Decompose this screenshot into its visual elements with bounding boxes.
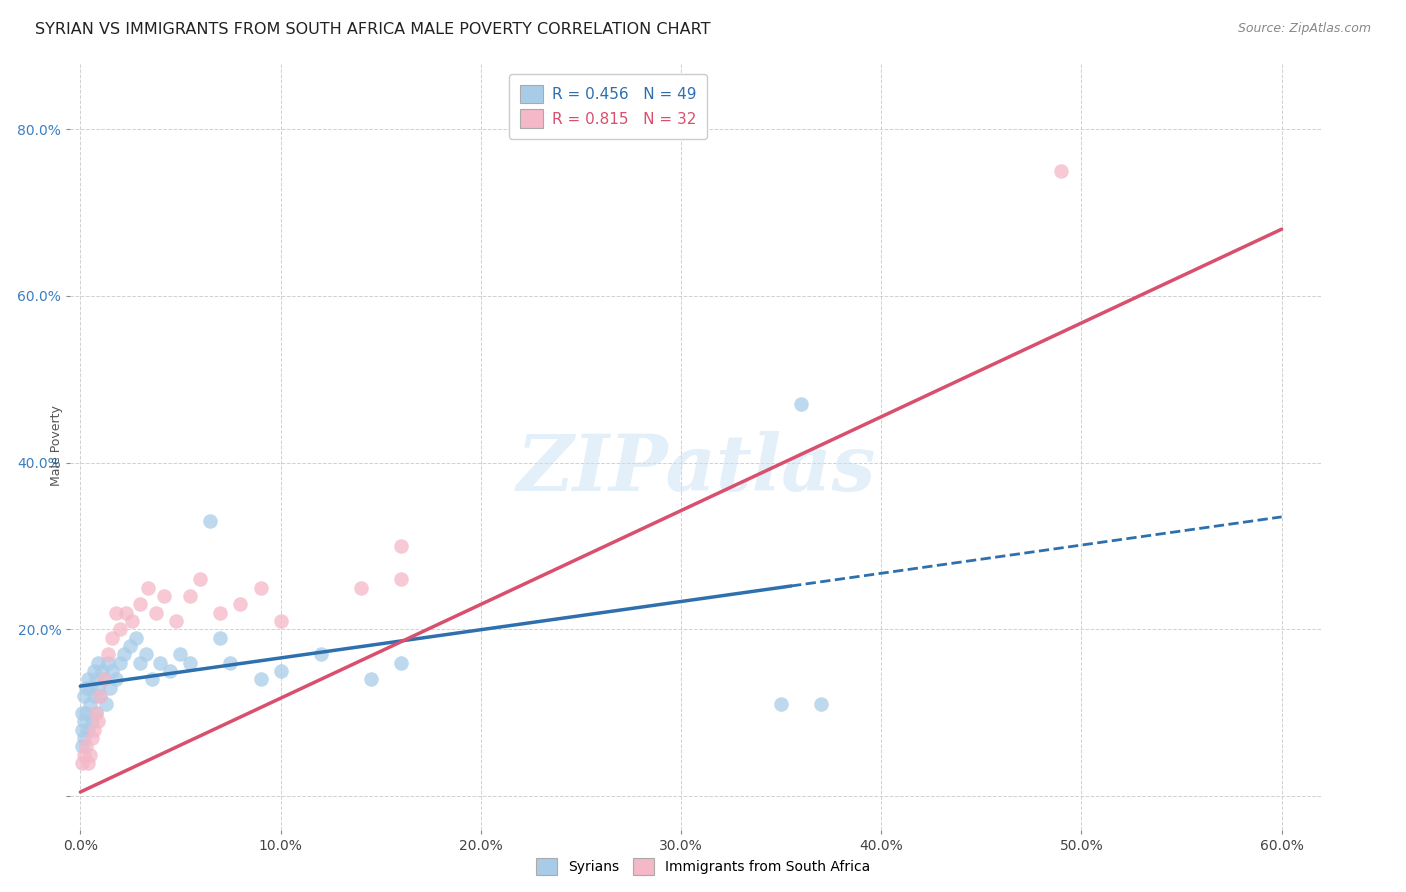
Point	[349, 581, 371, 595]
Point	[229, 598, 252, 612]
Point	[105, 673, 128, 687]
Point	[135, 648, 157, 662]
Point	[145, 606, 167, 620]
Text: SYRIAN VS IMMIGRANTS FROM SOUTH AFRICA MALE POVERTY CORRELATION CHART: SYRIAN VS IMMIGRANTS FROM SOUTH AFRICA M…	[35, 22, 710, 37]
Text: Source: ZipAtlas.com: Source: ZipAtlas.com	[1237, 22, 1371, 36]
Point	[110, 656, 132, 670]
Point	[179, 656, 201, 670]
Point	[83, 723, 105, 737]
Legend: Syrians, Immigrants from South Africa: Syrians, Immigrants from South Africa	[530, 853, 876, 880]
Point	[169, 648, 191, 662]
Point	[89, 689, 111, 703]
Point	[73, 747, 96, 762]
Point	[159, 664, 181, 678]
Point	[249, 673, 271, 687]
Point	[138, 581, 160, 595]
Point	[72, 723, 94, 737]
Point	[219, 656, 242, 670]
Point	[75, 681, 97, 695]
Point	[110, 623, 132, 637]
Point	[129, 598, 152, 612]
Point	[209, 631, 232, 645]
Point	[389, 656, 412, 670]
Point	[309, 648, 332, 662]
Point	[93, 673, 115, 687]
Point	[96, 698, 118, 712]
Point	[87, 714, 110, 728]
Point	[77, 723, 100, 737]
Point	[75, 739, 97, 754]
Point	[91, 664, 114, 678]
Point	[153, 589, 176, 603]
Point	[72, 756, 94, 770]
Point	[129, 656, 152, 670]
Point	[389, 573, 412, 587]
Point	[77, 756, 100, 770]
Y-axis label: Male Poverty: Male Poverty	[51, 406, 63, 486]
Point	[270, 664, 292, 678]
Point	[75, 706, 97, 720]
Point	[73, 714, 96, 728]
Point	[77, 673, 100, 687]
Point	[79, 747, 101, 762]
Point	[101, 631, 124, 645]
Point	[810, 698, 832, 712]
Point	[97, 656, 120, 670]
Point	[1050, 164, 1073, 178]
Point	[270, 614, 292, 628]
Point	[770, 698, 793, 712]
Point	[86, 706, 108, 720]
Point	[72, 706, 94, 720]
Point	[97, 648, 120, 662]
Point	[125, 631, 148, 645]
Point	[141, 673, 163, 687]
Point	[87, 681, 110, 695]
Point	[112, 648, 135, 662]
Point	[115, 606, 138, 620]
Point	[79, 698, 101, 712]
Point	[83, 664, 105, 678]
Point	[83, 689, 105, 703]
Point	[89, 689, 111, 703]
Point	[86, 706, 108, 720]
Point	[72, 739, 94, 754]
Point	[200, 514, 222, 528]
Point	[389, 539, 412, 553]
Point	[209, 606, 232, 620]
Point	[249, 581, 271, 595]
Point	[120, 639, 142, 653]
Point	[121, 614, 143, 628]
Point	[73, 731, 96, 745]
Point	[149, 656, 172, 670]
Point	[73, 689, 96, 703]
Point	[87, 656, 110, 670]
Point	[360, 673, 382, 687]
Point	[98, 681, 121, 695]
Point	[165, 614, 187, 628]
Legend: R = 0.456   N = 49, R = 0.815   N = 32: R = 0.456 N = 49, R = 0.815 N = 32	[509, 74, 707, 138]
Point	[86, 673, 108, 687]
Text: ZIPatlas: ZIPatlas	[516, 431, 876, 508]
Point	[101, 664, 124, 678]
Point	[190, 573, 212, 587]
Point	[105, 606, 128, 620]
Point	[790, 397, 813, 411]
Point	[179, 589, 201, 603]
Point	[82, 714, 104, 728]
Point	[82, 731, 104, 745]
Point	[93, 673, 115, 687]
Point	[79, 681, 101, 695]
